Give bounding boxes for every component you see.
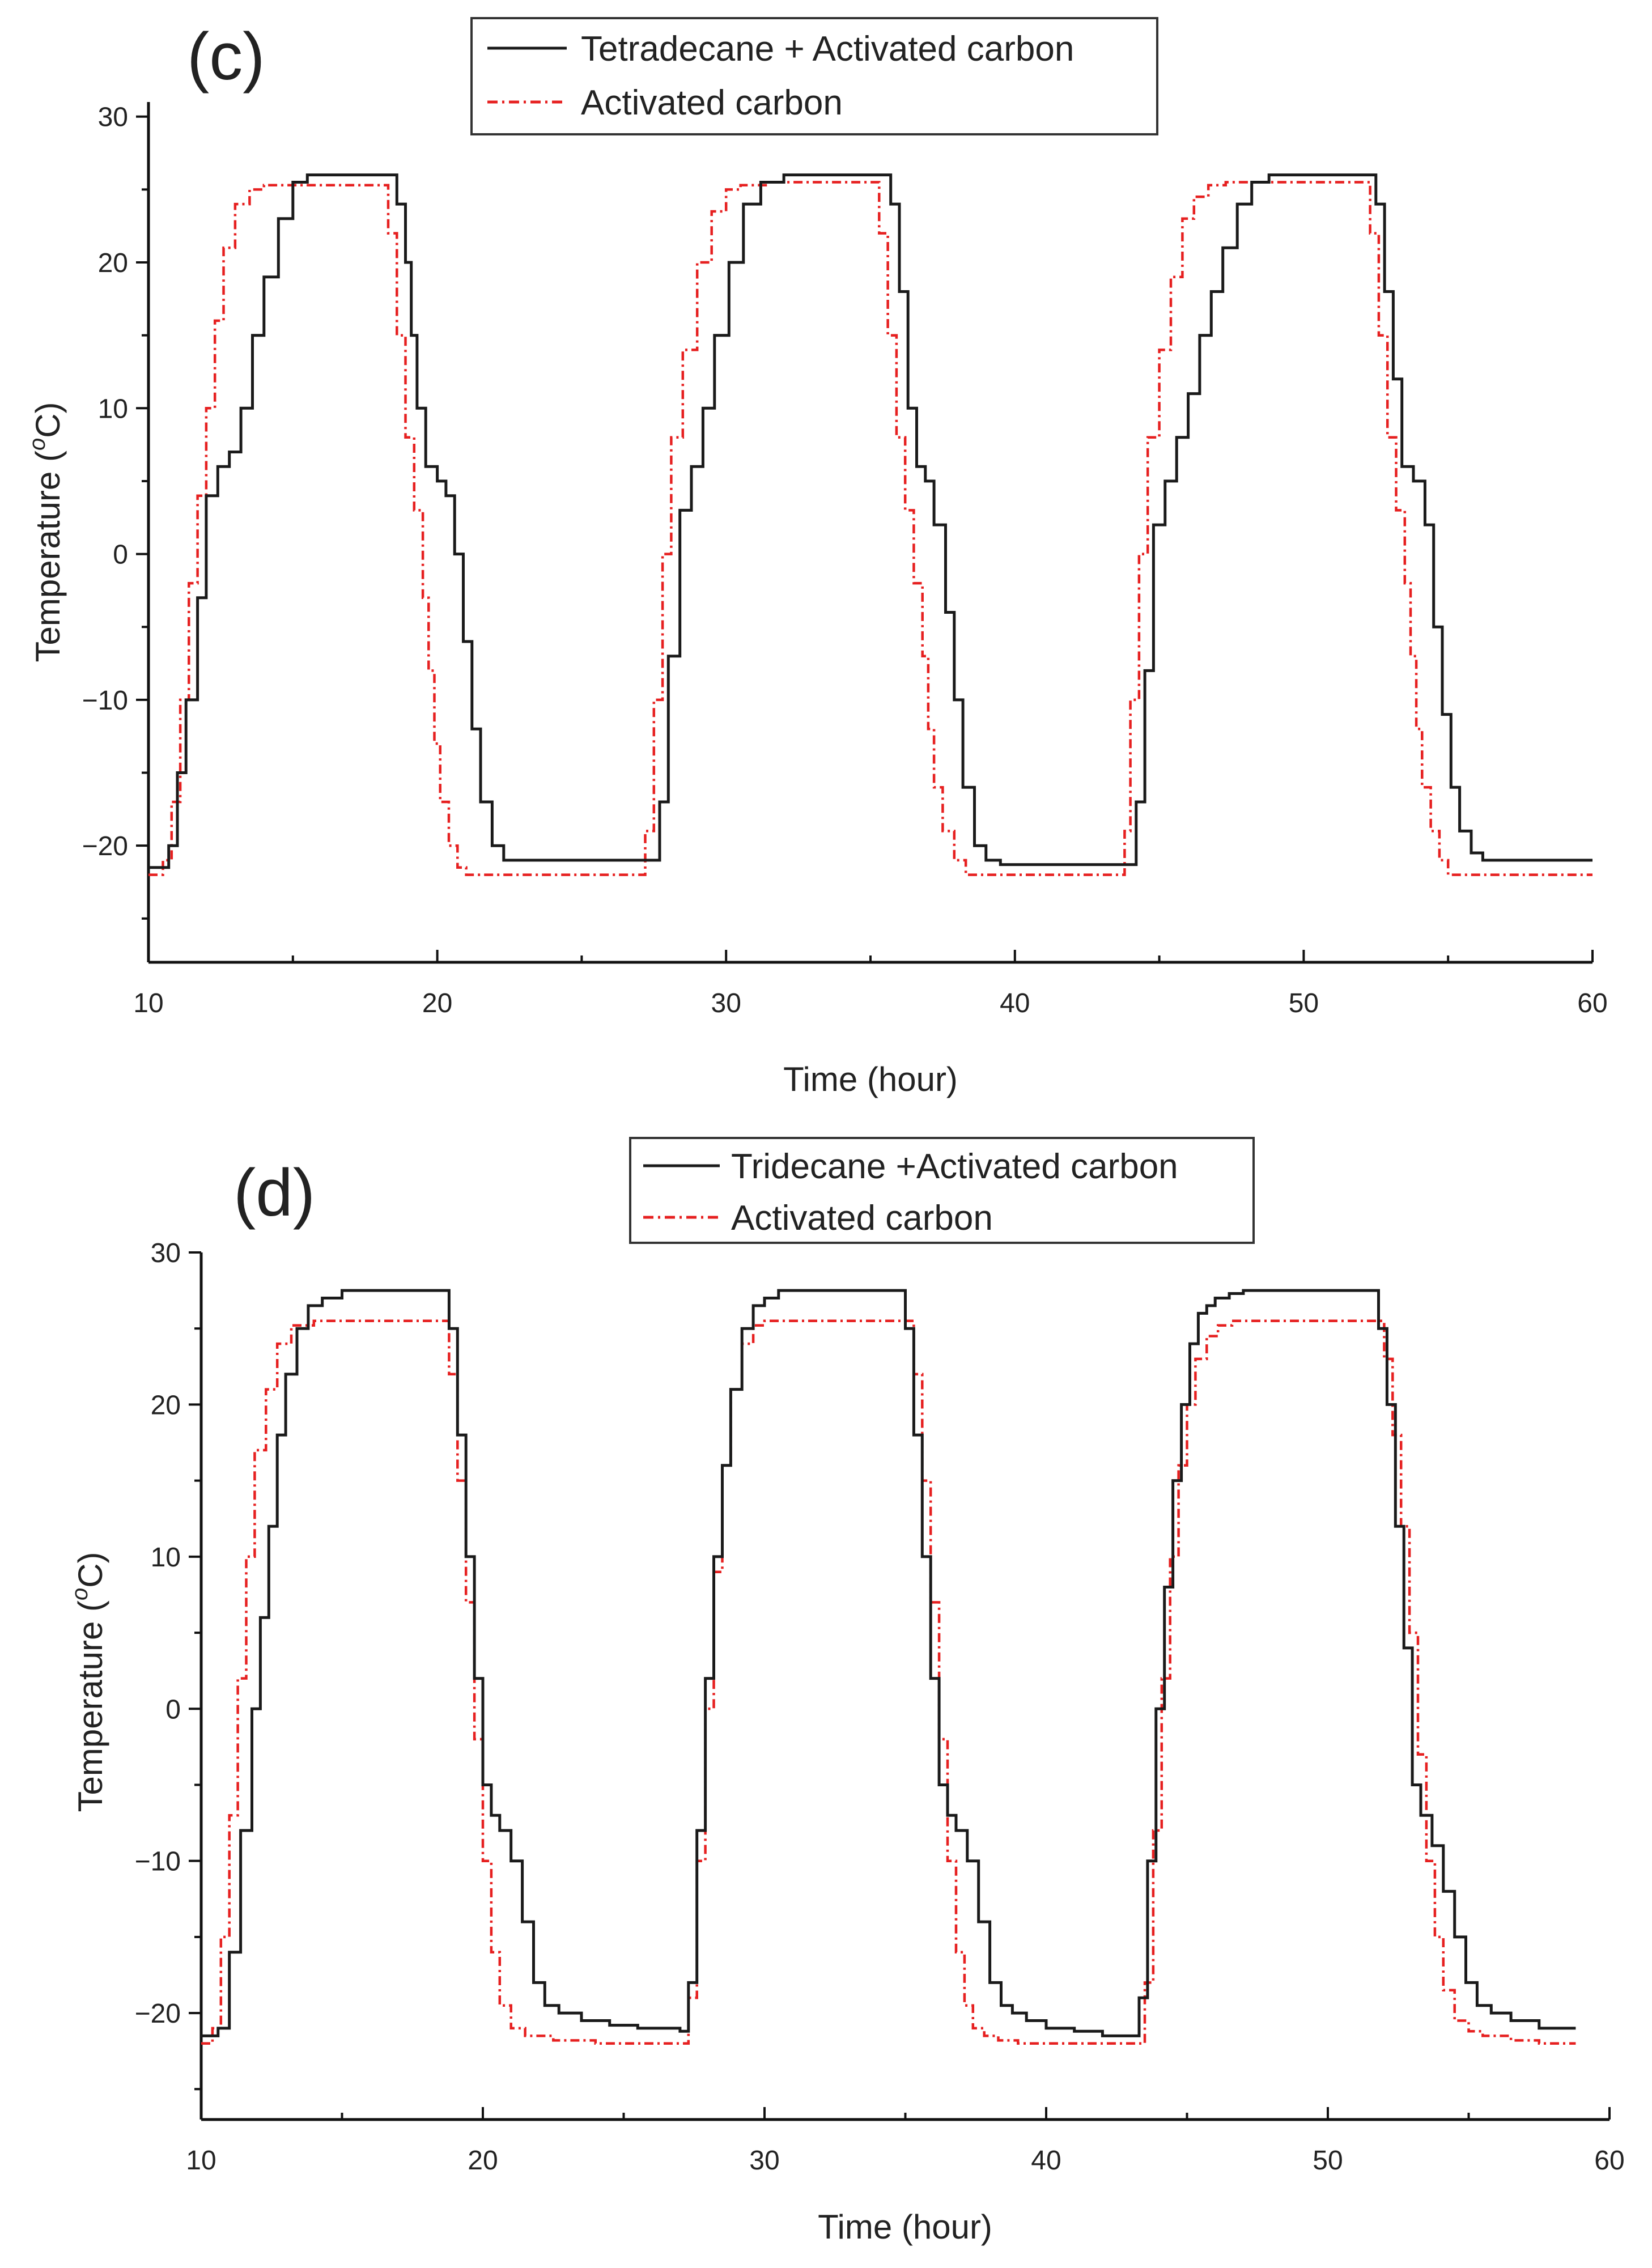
panel-d-legend-entry-1: Tridecane +Activated carbon [731,1147,1178,1186]
panel-c-legend-box [470,17,1158,135]
panel-c-y-tick-label: 20 [98,248,128,278]
panel-c-legend-entry-2: Activated carbon [581,83,843,122]
panel-d-legend: Tridecane +Activated carbon Activated ca… [629,1137,1255,1244]
panel-d-series [201,1289,1576,2045]
panel-c-y-tick-label: −10 [82,686,128,716]
panel-c-x-tick-label: 40 [1000,988,1030,1018]
panel-c-y-tick-label: −20 [82,831,128,861]
panel-d-x-tick-label: 60 [1594,2146,1624,2176]
panel-c-x-axis-label: Time (hour) [783,1060,958,1098]
panel-c-y-ticks: −20 −10 0 10 20 30 [82,103,148,920]
panel-c: (c) Tetradecane + Activated carbon Activ… [25,17,1608,1098]
panel-c-x-tick-label: 50 [1289,988,1319,1018]
panel-d: (d) Tridecane +Activated carbon Activate… [67,1137,1625,2246]
panel-d-x-tick-label: 30 [749,2146,779,2176]
panel-d-series-activated-carbon [201,1319,1576,2045]
panel-d-x-tick-label: 10 [186,2146,216,2176]
panel-d-series-tridecane [201,1289,1576,2037]
panel-d-legend-entry-2: Activated carbon [731,1199,993,1238]
panel-c-x-tick-label: 20 [422,988,452,1018]
panel-c-y-axis-label: Temperature (oC) [25,402,67,662]
panel-c-y-tick-label: 0 [113,540,128,570]
panel-d-y-tick-label: 10 [151,1543,181,1573]
panel-d-y-tick-label: 0 [165,1694,181,1725]
panel-d-y-tick-label: 30 [151,1238,181,1268]
panel-c-y-tick-label: 30 [98,103,128,133]
panel-d-x-tick-label: 20 [468,2146,498,2176]
panel-d-x-tick-label: 50 [1313,2146,1343,2176]
panel-d-y-tick-label: −20 [135,1999,181,2029]
panel-d-y-tick-label: 20 [151,1390,181,1420]
panel-c-y-tick-label: 10 [98,394,128,424]
panel-c-label: (c) [187,19,265,94]
panel-d-y-axis-label: Temperature (oC) [67,1552,109,1812]
panel-d-label: (d) [233,1156,315,1230]
panel-d-y-tick-label: −10 [135,1847,181,1877]
panel-c-legend: Tetradecane + Activated carbon Activated… [470,17,1158,135]
panel-d-x-tick-label: 40 [1031,2146,1061,2176]
panel-c-series-tetradecane [148,173,1592,869]
panel-d-x-ticks: 10 20 30 40 50 60 [186,2107,1625,2176]
panel-c-x-tick-label: 30 [711,988,741,1018]
panel-c-x-tick-label: 10 [133,988,163,1018]
panel-c-legend-entry-1: Tetradecane + Activated carbon [581,29,1074,69]
panel-c-series-activated-carbon [148,181,1592,876]
panel-c-x-ticks: 10 20 30 40 50 60 [133,950,1608,1018]
panel-d-legend-box [629,1137,1255,1244]
panel-d-y-ticks: −20 −10 0 10 20 30 [135,1238,201,2091]
panel-d-x-axis-label: Time (hour) [818,2208,992,2246]
panel-c-x-tick-label: 60 [1577,988,1607,1018]
panel-c-series [148,173,1592,876]
